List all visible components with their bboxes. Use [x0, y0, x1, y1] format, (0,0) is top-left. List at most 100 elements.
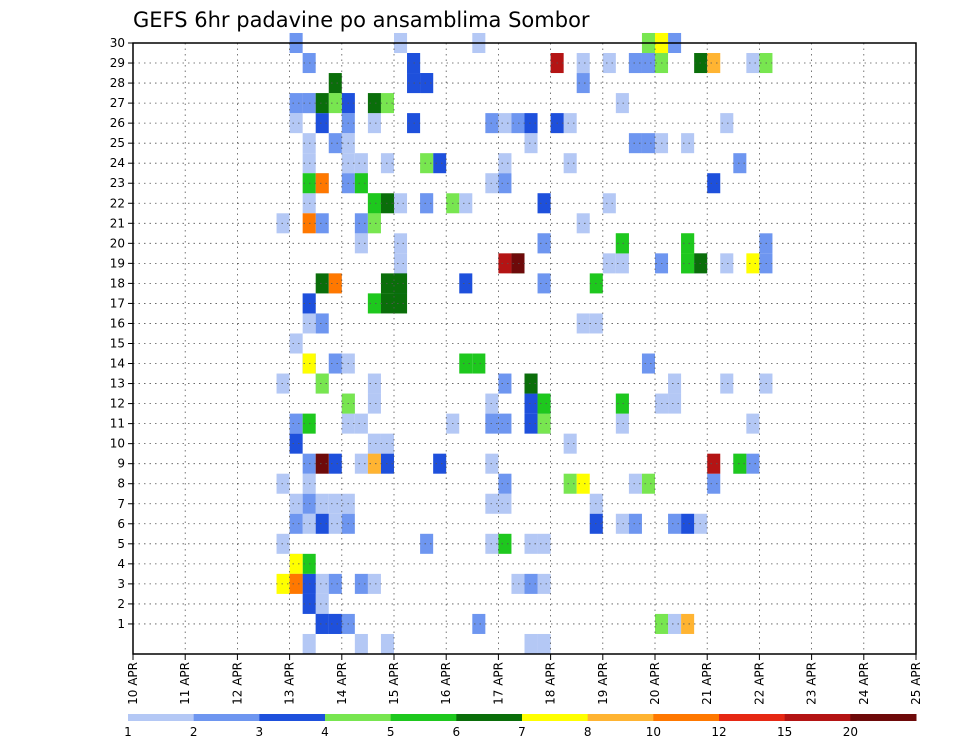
legend-swatch	[128, 714, 195, 721]
precip-cell-level-1	[302, 633, 316, 654]
precip-cell-level-1	[498, 493, 512, 514]
precip-cell-level-3	[420, 73, 434, 94]
precip-cell-level-1	[537, 633, 551, 654]
precip-cell-level-6	[315, 273, 329, 294]
precip-cell-level-1	[354, 413, 368, 434]
legend-swatch	[522, 714, 589, 721]
precip-cell-level-1	[720, 253, 734, 274]
y-tick-label: 12	[110, 397, 125, 411]
precip-cell-level-4	[315, 373, 329, 394]
precip-cell-level-1	[315, 593, 329, 614]
precip-cell-level-4	[563, 473, 577, 494]
precip-cell-level-3	[289, 433, 303, 454]
precip-cell-level-4	[641, 473, 655, 494]
precip-cell-level-1	[354, 453, 368, 474]
precip-cell-level-3	[433, 153, 447, 174]
precip-cell-level-8	[367, 453, 381, 474]
legend-swatch	[784, 714, 851, 721]
precip-cell-level-1	[354, 153, 368, 174]
precip-cell-level-9	[289, 573, 303, 594]
x-tick-label: 12 APR	[230, 662, 244, 705]
legend-label: 4	[321, 725, 329, 739]
precip-cell-level-1	[354, 233, 368, 254]
precip-cell-level-3	[524, 393, 538, 414]
precip-cell-level-9	[315, 173, 329, 194]
y-tick-label: 10	[110, 437, 125, 451]
precip-cell-level-3	[707, 173, 721, 194]
legend-label: 1	[124, 725, 132, 739]
precip-cell-level-2	[328, 573, 342, 594]
x-tick-label: 15 APR	[387, 662, 401, 705]
precip-cell-level-1	[576, 313, 590, 334]
precip-cell-level-2	[511, 113, 525, 134]
precip-cell-level-1	[720, 373, 734, 394]
precip-cell-level-3	[433, 453, 447, 474]
precip-cell-level-7	[289, 553, 303, 574]
precip-cell-level-1	[720, 113, 734, 134]
legend-swatch	[456, 714, 523, 721]
y-tick-label: 19	[110, 256, 125, 270]
y-tick-label: 4	[117, 557, 125, 571]
precip-cell-level-5	[472, 353, 486, 374]
y-tick-label: 11	[110, 417, 125, 431]
precip-cell-level-11	[511, 253, 525, 274]
precip-cell-level-2	[498, 413, 512, 434]
x-tick-label: 25 APR	[909, 662, 923, 705]
precip-cell-level-1	[276, 473, 290, 494]
y-tick-label: 7	[117, 497, 125, 511]
precip-cell-level-6	[367, 93, 381, 114]
legend-label: 12	[711, 725, 726, 739]
precip-cell-level-3	[537, 193, 551, 214]
precip-cell-level-1	[289, 113, 303, 134]
precip-cell-level-2	[641, 353, 655, 374]
y-tick-label: 17	[110, 296, 125, 310]
precip-cell-level-3	[315, 513, 329, 534]
legend-label: 20	[843, 725, 858, 739]
precip-cell-level-1	[563, 433, 577, 454]
precip-cell-level-2	[289, 413, 303, 434]
precip-cell-level-1	[315, 493, 329, 514]
precip-cell-level-4	[328, 93, 342, 114]
precip-cell-level-1	[367, 573, 381, 594]
precip-cell-level-2	[707, 473, 721, 494]
legend-swatch	[719, 714, 786, 721]
precip-cell-level-2	[420, 193, 434, 214]
legend-label: 7	[518, 725, 526, 739]
precip-cell-level-2	[498, 173, 512, 194]
y-tick-label: 18	[110, 276, 125, 290]
precip-cell-level-3	[328, 453, 342, 474]
y-tick-label: 14	[110, 357, 125, 371]
y-tick-label: 27	[110, 96, 125, 110]
precip-cell-level-1	[498, 153, 512, 174]
precip-cell-level-1	[394, 193, 408, 214]
precip-cell-level-1	[563, 153, 577, 174]
precip-cell-level-1	[328, 513, 342, 534]
precip-cell-level-2	[641, 133, 655, 154]
y-tick-label: 2	[117, 597, 125, 611]
y-tick-label: 23	[110, 176, 125, 190]
legend-label: 15	[777, 725, 792, 739]
precip-cell-level-5	[733, 453, 747, 474]
precip-cell-level-5	[354, 173, 368, 194]
x-tick-label: 17 APR	[491, 662, 505, 705]
precip-cell-level-1	[367, 373, 381, 394]
precip-cell-level-3	[459, 273, 473, 294]
precip-cell-level-5	[459, 353, 473, 374]
precip-cell-level-9	[328, 273, 342, 294]
precip-cell-level-1	[628, 473, 642, 494]
x-tick-label: 10 APR	[126, 662, 140, 705]
y-tick-label: 1	[117, 617, 125, 631]
plot-frame	[132, 42, 917, 655]
y-tick-label: 5	[117, 537, 125, 551]
precip-cell-level-1	[563, 113, 577, 134]
legend-label: 6	[453, 725, 461, 739]
precip-cell-level-6	[394, 273, 408, 294]
precip-cell-level-1	[380, 633, 394, 654]
precip-cell-level-5	[367, 193, 381, 214]
legend-swatch	[850, 714, 917, 721]
precip-cell-level-1	[746, 53, 760, 74]
y-tick-label: 3	[117, 577, 125, 591]
y-tick-label: 15	[110, 336, 125, 350]
x-axis: 10 APR 11 APR 12 APR 13 APR 14 APR 15 APR 16 A…	[126, 654, 923, 705]
